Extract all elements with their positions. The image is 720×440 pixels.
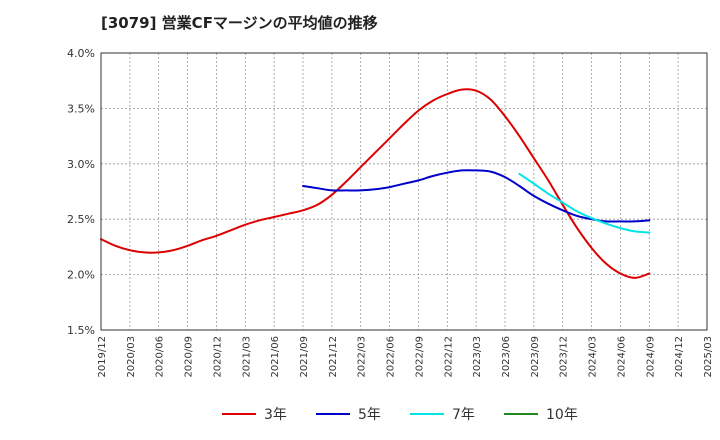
chart-title: [3079] 営業CFマージンの平均値の推移 bbox=[101, 14, 378, 32]
grid-lines bbox=[101, 53, 707, 330]
x-tick-label: 2022/12 bbox=[443, 336, 454, 378]
x-tick-label: 2022/03 bbox=[357, 336, 368, 378]
legend-label-4: 10年 bbox=[546, 407, 578, 423]
x-tick-label: 2023/03 bbox=[472, 336, 483, 378]
y-tick-label: 3.0% bbox=[67, 158, 95, 171]
series-lines bbox=[100, 88, 651, 279]
legend-label-3: 7年 bbox=[452, 407, 475, 423]
y-axis-ticks: 1.5% 2.0% 2.5% 3.0% 3.5% 4.0% bbox=[67, 47, 95, 337]
x-tick-label: 2025/03 bbox=[703, 336, 714, 378]
y-tick-label: 2.0% bbox=[67, 269, 95, 282]
x-tick-label: 2019/12 bbox=[97, 336, 108, 378]
y-tick-label: 1.5% bbox=[67, 324, 95, 337]
x-tick-label: 2024/06 bbox=[616, 336, 627, 378]
x-tick-label: 2023/12 bbox=[559, 336, 570, 378]
plot-background bbox=[101, 53, 707, 330]
plot-frame bbox=[100, 52, 708, 331]
x-tick-label: 2020/06 bbox=[155, 336, 166, 378]
series-line-3 bbox=[518, 172, 651, 234]
x-tick-label: 2022/09 bbox=[414, 336, 425, 378]
legend-label-2: 5年 bbox=[358, 407, 381, 423]
x-tick-label: 2024/09 bbox=[645, 336, 656, 378]
series-line-1 bbox=[100, 88, 651, 279]
x-tick-label: 2020/09 bbox=[184, 336, 195, 378]
x-tick-label: 2022/06 bbox=[386, 336, 397, 378]
x-tick-label: 2021/06 bbox=[270, 336, 281, 378]
legend: 3年 5年 7年 10年 bbox=[222, 407, 578, 423]
x-tick-label: 2024/03 bbox=[588, 336, 599, 378]
x-tick-label: 2020/03 bbox=[126, 336, 137, 378]
x-tick-label: 2024/12 bbox=[674, 336, 685, 378]
x-tick-label: 2021/03 bbox=[241, 336, 252, 378]
x-tick-label: 2020/12 bbox=[212, 336, 223, 378]
y-tick-label: 2.5% bbox=[67, 213, 95, 226]
series-line-2 bbox=[302, 169, 651, 223]
y-tick-label: 4.0% bbox=[67, 47, 95, 60]
x-tick-label: 2021/12 bbox=[328, 336, 339, 378]
legend-label-1: 3年 bbox=[264, 407, 287, 423]
x-tick-label: 2021/09 bbox=[299, 336, 310, 378]
x-tick-label: 2023/06 bbox=[501, 336, 512, 378]
y-tick-label: 3.5% bbox=[67, 102, 95, 115]
x-tick-label: 2023/09 bbox=[530, 336, 541, 378]
x-axis-ticks: 2019/12 2020/03 2020/06 2020/09 2020/12 2021/… bbox=[97, 336, 714, 378]
